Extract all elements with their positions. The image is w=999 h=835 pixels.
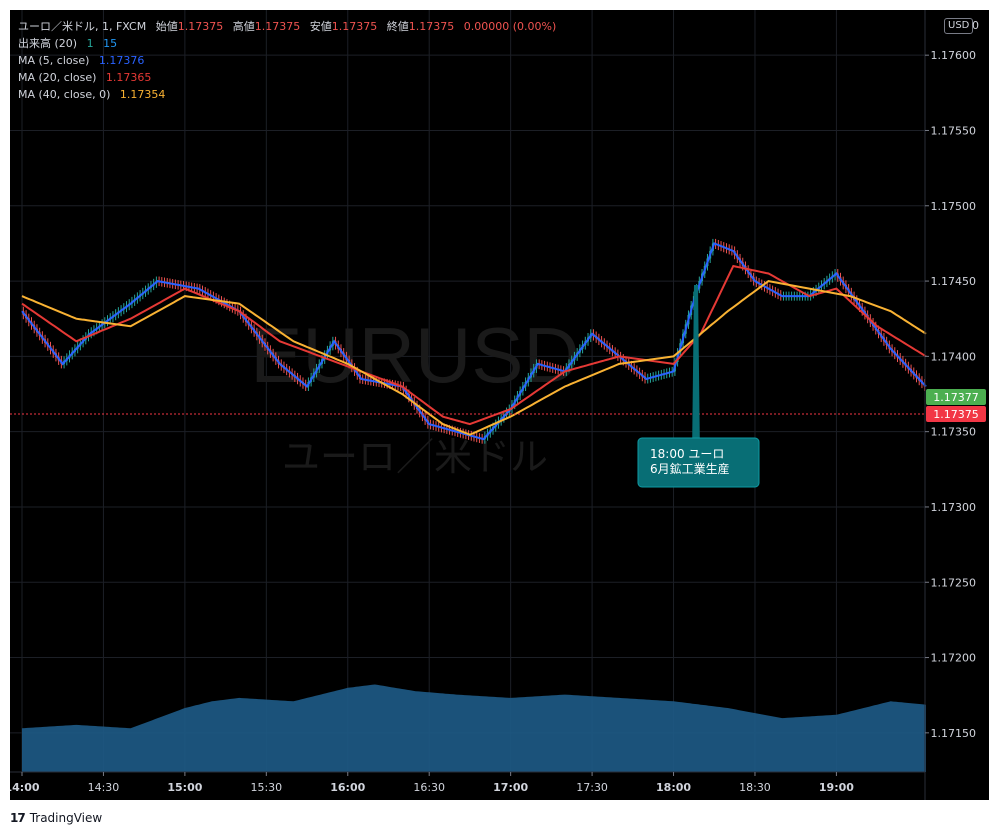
price-axis-label: 1.17550 <box>931 124 977 137</box>
legend-volume-row[interactable]: 出来高 (20) 1 15 <box>18 35 556 52</box>
legend-ma20-row[interactable]: MA (20, close) 1.17365 <box>18 69 556 86</box>
ma-layer <box>21 242 927 441</box>
last-price-tag-label: 1.17375 <box>933 408 979 421</box>
currency-zero-label: 0 <box>972 19 979 32</box>
chart-legend: ユーロ／米ドル, 1, FXCM 始値1.17375 高値1.17375 安値1… <box>18 18 556 103</box>
time-axis-label: 17:00 <box>493 781 528 794</box>
time-axis-label: 14:00 <box>10 781 40 794</box>
watermark-name: ユーロ／米ドル <box>282 435 548 479</box>
legend-ma5-value: 1.17376 <box>98 54 145 67</box>
tradingview-logo-icon[interactable]: 17 <box>10 811 26 825</box>
legend-ma40-label[interactable]: MA (40, close, 0) <box>18 88 111 101</box>
event-note-box <box>637 437 760 488</box>
legend-high-label: 高値 <box>232 20 255 33</box>
price-axis-label: 1.17300 <box>931 501 977 514</box>
legend-ma5-row[interactable]: MA (5, close) 1.17376 <box>18 52 556 69</box>
event-pin <box>692 285 700 458</box>
time-axis: 14:00 14:30 15:00 15:30 16:00 16:30 17:00 17:30… <box>10 772 854 794</box>
time-axis-label: 18:00 <box>656 781 691 794</box>
event-note-line1: 18:00 ユーロ <box>650 447 724 461</box>
price-axis-label: 1.17350 <box>931 426 977 439</box>
time-axis-label: 19:00 <box>819 781 854 794</box>
legend-volume-ma: 15 <box>103 37 118 50</box>
watermark-symbol: EURUSD <box>250 311 579 399</box>
price-axis-label: 1.17200 <box>931 652 977 665</box>
footer[interactable]: 17 TradingView <box>10 808 102 828</box>
legend-ma40-row[interactable]: MA (40, close, 0) 1.17354 <box>18 86 556 103</box>
time-axis-label: 14:30 <box>88 781 120 794</box>
legend-ma20-value: 1.17365 <box>105 71 152 84</box>
event-note-line2: 6月鉱工業生産 <box>650 461 730 476</box>
ma-price-tag: 1.17377 <box>926 389 986 405</box>
legend-high-value: 1.17375 <box>254 20 301 33</box>
price-axis-label: 1.17500 <box>931 200 977 213</box>
ma5-line <box>21 242 927 441</box>
legend-close-value: 1.17375 <box>408 20 455 33</box>
legend-ma40-value: 1.17354 <box>119 88 166 101</box>
price-axis-label: 1.17600 <box>931 49 977 62</box>
volume-ma-area <box>22 684 926 772</box>
price-axis-label: 1.17400 <box>931 350 977 363</box>
price-axis-label: 1.17250 <box>931 576 977 589</box>
time-axis-label: 15:30 <box>250 781 282 794</box>
legend-close-label: 終値 <box>386 20 409 33</box>
chart-canvas[interactable]: EURUSD ユーロ／米ドル 1.176001.175501.175001.17… <box>10 10 989 800</box>
legend-low-value: 1.17375 <box>331 20 378 33</box>
ma-price-tag-label: 1.17377 <box>933 391 979 404</box>
legend-ma5-label[interactable]: MA (5, close) <box>18 54 90 67</box>
price-axis-label: 1.17450 <box>931 275 977 288</box>
price-axis-label: 1.17150 <box>931 727 977 740</box>
legend-open-value: 1.17375 <box>177 20 224 33</box>
price-axis: 1.17600 1.17550 1.17500 1.17450 1.17400 1.173… <box>925 49 976 740</box>
currency-badge[interactable]: USD <box>944 18 974 34</box>
last-price-tag: 1.17375 <box>926 406 986 422</box>
grid-layer <box>10 10 925 772</box>
tradingview-brand[interactable]: TradingView <box>29 811 103 825</box>
legend-low-label: 安値 <box>309 20 332 33</box>
legend-ma20-label[interactable]: MA (20, close) <box>18 71 97 84</box>
time-axis-label: 16:30 <box>413 781 445 794</box>
ma40-line <box>21 280 927 436</box>
event-marker[interactable]: 18:00 ユーロ 6月鉱工業生産 <box>637 285 760 488</box>
volume-layer <box>22 684 926 772</box>
time-axis-label: 16:00 <box>330 781 365 794</box>
legend-open-label: 始値 <box>155 20 178 33</box>
legend-ohlc-row[interactable]: ユーロ／米ドル, 1, FXCM 始値1.17375 高値1.17375 安値1… <box>18 18 556 35</box>
time-axis-label: 18:30 <box>739 781 771 794</box>
legend-change: 0.00000 (0.00%) <box>463 20 557 33</box>
legend-volume-label[interactable]: 出来高 (20) <box>18 37 78 50</box>
legend-symbol[interactable]: ユーロ／米ドル, 1, FXCM <box>18 20 147 33</box>
chart-frame[interactable]: EURUSD ユーロ／米ドル 1.17600 1.17550 1.17500 1.17… <box>10 10 989 800</box>
legend-volume-value: 1 <box>86 37 94 50</box>
time-axis-label: 17:30 <box>576 781 608 794</box>
time-axis-label: 15:00 <box>167 781 202 794</box>
ma20-line <box>21 264 927 426</box>
